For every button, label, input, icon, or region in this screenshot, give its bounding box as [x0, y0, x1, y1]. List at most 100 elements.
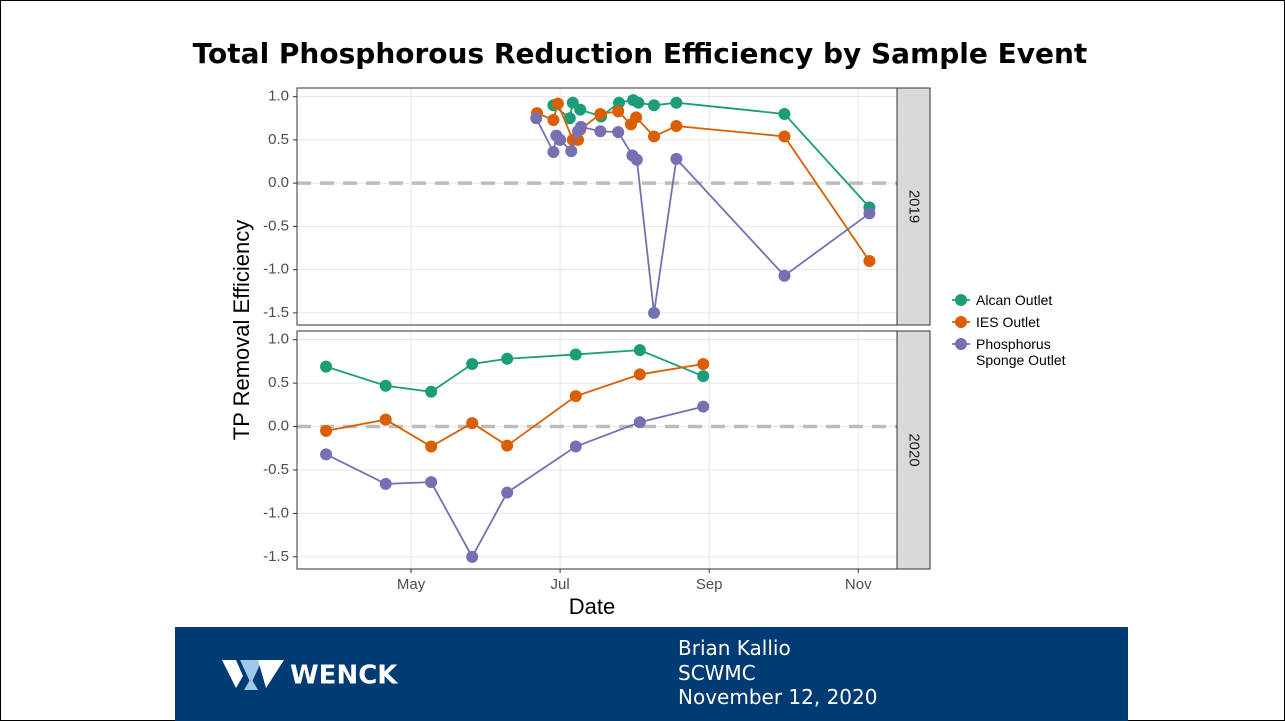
y-tick-label: -1.5 [263, 548, 289, 565]
data-point [501, 439, 514, 452]
logo-icon [222, 660, 284, 690]
legend-item: Alcan Outlet [952, 292, 1096, 308]
data-point [697, 358, 710, 371]
data-point [425, 476, 438, 489]
data-point [697, 400, 710, 413]
data-point [565, 145, 578, 158]
data-point [863, 254, 876, 267]
data-point [574, 103, 587, 116]
data-point [320, 360, 333, 373]
legend-item: IES Outlet [952, 314, 1096, 330]
data-point [569, 440, 582, 453]
y-tick-label: -1.0 [263, 261, 289, 278]
data-point [612, 105, 625, 118]
y-tick-label: 0.0 [268, 174, 289, 191]
x-tick-label: Jul [551, 576, 570, 593]
legend-label: IES Outlet [976, 314, 1040, 330]
y-tick-label: -1.5 [263, 304, 289, 321]
data-point [425, 385, 438, 398]
x-tick-label: May [397, 576, 426, 593]
data-point [551, 97, 564, 110]
data-point [547, 146, 560, 159]
series-line [325, 349, 704, 393]
panel-background [297, 88, 897, 325]
y-axis-label: TP Removal Efficiency [229, 220, 254, 441]
facet-label: 2020 [906, 433, 923, 466]
data-point [670, 96, 683, 109]
data-point [612, 96, 625, 109]
data-point [594, 107, 607, 120]
data-point [863, 207, 876, 220]
data-point [379, 379, 392, 392]
series-line [325, 405, 704, 559]
legend-item: Phosphorus Sponge Outlet [952, 336, 1096, 368]
data-point [320, 448, 333, 461]
legend-swatch [952, 294, 970, 306]
data-point [778, 107, 791, 120]
logo-text: WENCK [290, 661, 398, 691]
y-tick-label: 1.0 [268, 88, 289, 105]
x-axis-label: Date [569, 594, 615, 619]
data-point [501, 486, 514, 499]
data-point [547, 114, 560, 127]
data-point [632, 96, 645, 109]
y-tick-label: 0.5 [268, 374, 289, 391]
data-point [554, 133, 567, 146]
data-point [466, 358, 479, 371]
data-point [501, 352, 514, 365]
data-point [630, 111, 643, 124]
y-tick-label: -0.5 [263, 217, 289, 234]
legend-swatch [952, 316, 970, 328]
chart-title: Total Phosphorous Reduction Efficiency b… [193, 37, 1088, 70]
data-point [530, 112, 543, 125]
legend-swatch [952, 338, 970, 350]
facet-strip [896, 87, 931, 326]
legend: Alcan Outlet IES Outlet Phosphorus Sponge … [952, 292, 1096, 374]
x-tick-label: Nov [845, 576, 872, 593]
data-point [574, 120, 587, 133]
data-point [612, 126, 625, 139]
y-tick-label: 1.0 [268, 331, 289, 348]
legend-marker [955, 294, 967, 306]
legend-label: Alcan Outlet [976, 292, 1053, 308]
data-point [379, 413, 392, 426]
data-point [320, 424, 333, 437]
data-point [563, 112, 576, 125]
data-point [670, 152, 683, 165]
data-point [778, 130, 791, 143]
data-point [633, 416, 646, 429]
data-point [648, 99, 661, 112]
legend-marker [955, 316, 967, 328]
series-line [325, 363, 704, 448]
y-tick-label: -1.0 [263, 504, 289, 521]
data-point [569, 390, 582, 403]
legend-label: Phosphorus Sponge Outlet [976, 336, 1066, 368]
footer-line: November 12, 2020 [678, 685, 878, 709]
data-point [466, 550, 479, 563]
footer-banner [175, 627, 1128, 721]
data-point [633, 344, 646, 357]
footer-line: SCWMC [678, 660, 756, 685]
y-tick-label: -0.5 [263, 461, 289, 478]
footer-line: Brian Kallio [678, 636, 791, 660]
data-point [569, 348, 582, 361]
legend-marker [955, 338, 967, 350]
data-point [648, 130, 661, 143]
data-point [648, 306, 661, 319]
data-point [778, 269, 791, 282]
data-point [670, 120, 683, 133]
data-point [697, 370, 710, 383]
data-point [633, 368, 646, 381]
x-tick-label: Sep [696, 576, 723, 593]
data-point [594, 125, 607, 138]
data-point [466, 417, 479, 430]
data-point [630, 153, 643, 166]
y-tick-label: 0.0 [268, 418, 289, 435]
data-point [379, 477, 392, 490]
data-point [425, 440, 438, 453]
panel-background [297, 331, 897, 569]
facet-strip [896, 330, 931, 570]
facet-label: 2019 [906, 190, 923, 223]
